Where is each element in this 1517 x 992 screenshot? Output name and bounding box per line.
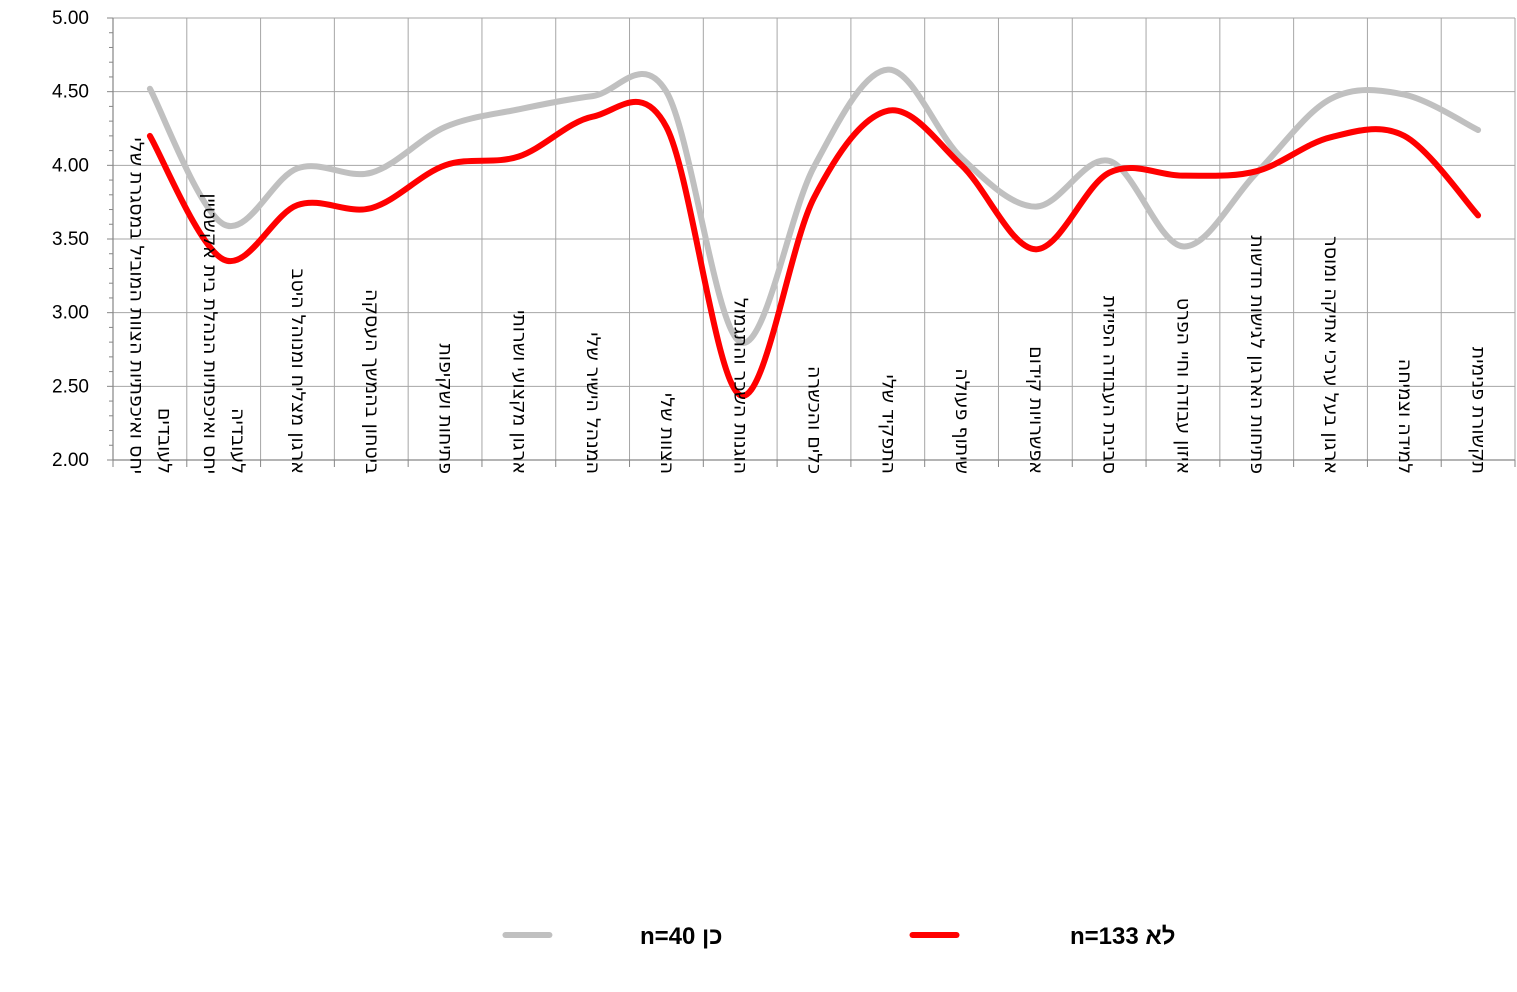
category-label: שיתוף פעולה — [951, 368, 973, 474]
category-label: סביבת העבודה הפיזית — [1099, 296, 1121, 474]
data-point — [1109, 172, 1110, 173]
y-tick-label: 2.00 — [52, 450, 89, 471]
axes — [107, 17, 1516, 467]
data-point — [223, 259, 224, 260]
data-point — [149, 88, 150, 89]
data-point — [814, 166, 815, 167]
category-label: תקשורת פנימית — [1468, 347, 1490, 474]
legend: כן n=40 לא n=133 — [502, 923, 1175, 950]
data-point — [1404, 94, 1405, 95]
y-tick-label: 2.50 — [52, 376, 89, 397]
data-point — [1330, 99, 1331, 100]
category-label: הצוות שלי — [656, 393, 678, 474]
data-point — [297, 205, 298, 206]
category-label: פתיחות ושקיפות — [435, 343, 457, 474]
gridlines — [112, 17, 1516, 461]
category-label: ארגון בעל ערכי אתיקה ומוסר — [1320, 236, 1342, 474]
data-point — [1478, 129, 1479, 130]
category-label: לעובדים — [153, 408, 175, 474]
category-label: יחס ואיכפתיות הצוות המוביל במסגרת שלי — [125, 138, 147, 474]
data-point — [961, 157, 962, 158]
data-point — [371, 172, 372, 173]
category-label: פתיחות הארגון לגישות חדשות — [1246, 235, 1268, 474]
category-label: כלים והכשרה — [804, 366, 826, 474]
data-point — [518, 156, 519, 157]
y-axis-tick-labels: 2.00 2.50 3.00 3.50 4.00 4.50 5.00 — [52, 8, 89, 471]
y-tick-label: 4.50 — [52, 82, 89, 103]
category-label: יחס ואיכפתיות הנהלת בית אקשטיין — [199, 193, 221, 474]
category-label: הוגנות השכר והתגמול — [730, 298, 752, 474]
data-point — [297, 168, 298, 169]
data-point — [666, 91, 667, 92]
category-label: לעובדיה — [227, 408, 249, 474]
data-point — [223, 224, 224, 225]
category-label: המנהל הישיר שלי — [582, 332, 604, 474]
data-point — [149, 135, 150, 136]
data-point — [1035, 206, 1036, 207]
data-point — [1330, 137, 1331, 138]
series-line-1 — [146, 99, 1482, 399]
data-point — [814, 197, 815, 198]
x-axis-category-labels: יחס ואיכפתיות הצוות המוביל במסגרת שלי לעו… — [125, 138, 1489, 475]
data-point — [666, 127, 667, 128]
data-point — [1256, 171, 1257, 172]
y-tick-label: 4.00 — [52, 155, 89, 176]
legend-label-0: כן n=40 — [640, 923, 723, 950]
series-line-0 — [146, 66, 1482, 346]
data-point — [1404, 135, 1405, 136]
y-tick-label: 3.00 — [52, 303, 89, 324]
legend-label-1: לא n=133 — [1070, 923, 1175, 950]
data-point — [445, 127, 446, 128]
data-point — [518, 109, 519, 110]
category-label: התפקיד שלי — [877, 375, 899, 474]
category-label: למידה וצמיחה — [1394, 359, 1416, 474]
data-point — [592, 116, 593, 117]
data-point — [1109, 160, 1110, 161]
data-point — [1182, 246, 1183, 247]
category-label: אפשרויות קידום — [1025, 346, 1047, 474]
data-point — [887, 69, 888, 70]
data-point — [961, 165, 962, 166]
y-tick-label: 5.00 — [52, 8, 89, 29]
data-point — [1478, 215, 1479, 216]
y-tick-label: 3.50 — [52, 229, 89, 250]
data-point — [887, 110, 888, 111]
data-point — [592, 96, 593, 97]
data-point — [1182, 175, 1183, 176]
data-point — [1035, 249, 1036, 250]
category-label: ארגון מקצועי ושרותי — [508, 310, 530, 474]
data-point — [445, 165, 446, 166]
data-series — [146, 66, 1482, 399]
category-label: איזון עבודה וחיי הפרט — [1172, 298, 1194, 474]
category-label: ביטחון בהמשך העסקה — [361, 289, 383, 474]
data-point — [371, 208, 372, 209]
category-label: ארגון מצליח ומנוהל היטב — [287, 269, 309, 474]
